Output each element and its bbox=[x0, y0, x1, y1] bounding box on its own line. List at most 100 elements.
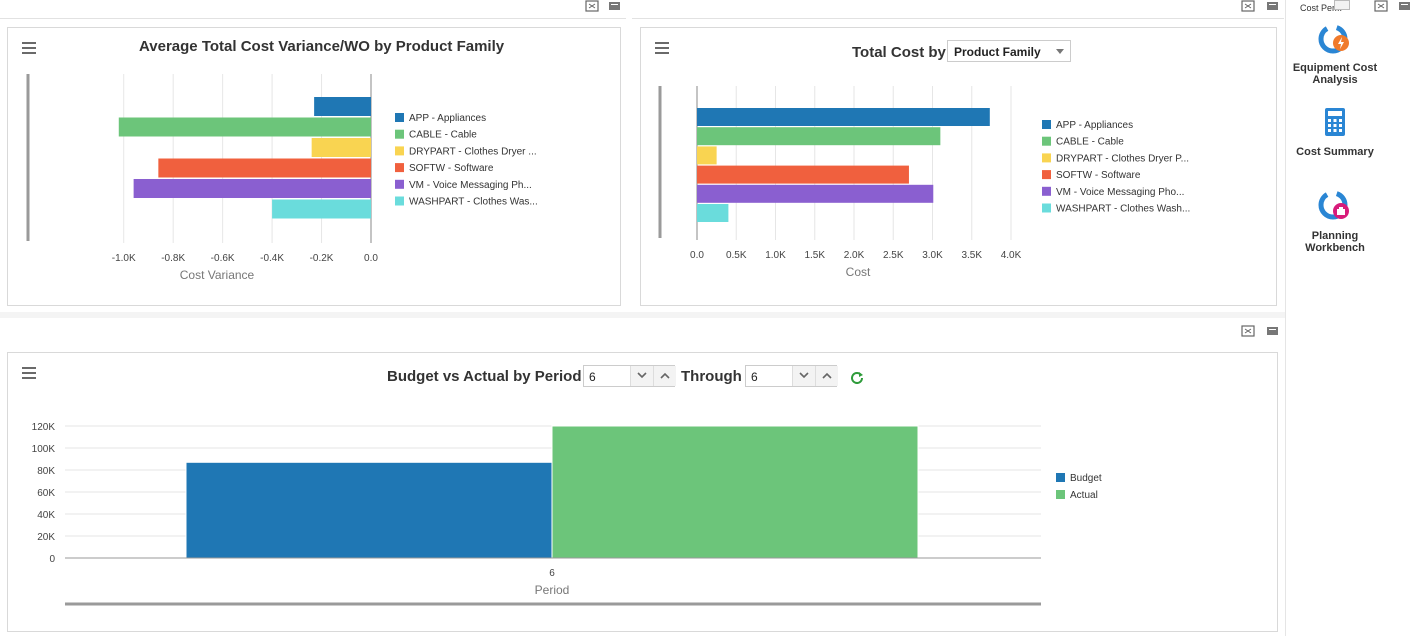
refresh-icon[interactable] bbox=[850, 370, 864, 384]
legend-swatch bbox=[395, 146, 404, 156]
through-period-field[interactable]: 6 bbox=[745, 365, 838, 387]
x-axis-label: Cost Variance bbox=[180, 268, 255, 282]
panel-title: Budget vs Actual by Period bbox=[387, 368, 582, 385]
through-period-value: 6 bbox=[751, 370, 758, 384]
legend-swatch bbox=[1042, 170, 1051, 180]
maximize-icon[interactable] bbox=[1241, 0, 1255, 12]
bar bbox=[158, 158, 371, 178]
maximize-icon[interactable] bbox=[585, 0, 599, 12]
bar bbox=[311, 138, 371, 157]
bar bbox=[697, 204, 729, 222]
link-label: Cost Summary bbox=[1296, 146, 1374, 158]
maximize-icon[interactable] bbox=[1241, 325, 1255, 337]
decrement-button[interactable] bbox=[792, 366, 815, 386]
y-tick-label: 80K bbox=[37, 466, 55, 477]
export-icon[interactable] bbox=[1266, 325, 1280, 337]
cost-variance-panel: Average Total Cost Variance/WO by Produc… bbox=[7, 27, 621, 306]
x-tick-label: 1.0K bbox=[765, 250, 786, 261]
total-cost-chart: 0.0 0.5K 1.0K 1.5K 2.0K 2.5K 3.0K 3.5K 4.0K Cost A… bbox=[658, 86, 1190, 279]
top-strip-left bbox=[0, 0, 626, 19]
cost-variance-chart: -1.0K -0.8K -0.6K -0.4K -0.2K 0.0 Cost Varianc… bbox=[26, 74, 538, 282]
x-tick-label: -0.8K bbox=[161, 253, 185, 264]
from-period-value: 6 bbox=[589, 370, 596, 384]
bar bbox=[697, 108, 990, 126]
chevron-up-icon bbox=[822, 372, 832, 379]
row-divider bbox=[0, 312, 1285, 318]
legend-label: VM - Voice Messaging Ph... bbox=[409, 180, 532, 191]
budget-actual-chart: 0 20K 40K 60K 80K 100K 120K 6 Period Budget Actual bbox=[32, 422, 1102, 606]
x-axis-label: Period bbox=[535, 583, 570, 597]
equipment-cost-icon bbox=[1318, 22, 1352, 56]
legend-swatch bbox=[1042, 203, 1051, 213]
cost-summary-link[interactable]: Cost Summary bbox=[1280, 106, 1390, 158]
legend-swatch bbox=[395, 163, 404, 173]
group-by-value: Product Family bbox=[954, 45, 1041, 59]
legend-label: CABLE - Cable bbox=[409, 130, 477, 141]
sidebar-header: Cost Per... bbox=[1300, 3, 1343, 13]
group-by-select[interactable]: Product Family bbox=[947, 40, 1071, 62]
sidebar: Cost Per... Equipment Cost Analysis Cost… bbox=[1285, 0, 1416, 636]
y-tick-label: 60K bbox=[37, 488, 55, 499]
decrement-button[interactable] bbox=[630, 366, 653, 386]
x-tick-label: -1.0K bbox=[112, 253, 136, 264]
increment-button[interactable] bbox=[653, 366, 676, 386]
bar bbox=[118, 117, 371, 137]
y-tick-label: 40K bbox=[37, 510, 55, 521]
legend-swatch bbox=[1056, 490, 1065, 499]
from-period-field[interactable]: 6 bbox=[583, 365, 676, 387]
legend-label: SOFTW - Software bbox=[409, 163, 494, 174]
link-label: Planning bbox=[1311, 230, 1359, 242]
legend-swatch bbox=[1056, 473, 1065, 482]
budget-actual-panel: Budget vs Actual by Period 6 Through 6 0… bbox=[7, 352, 1278, 632]
equipment-cost-analysis-link[interactable]: Equipment Cost Analysis bbox=[1280, 22, 1390, 86]
legend-label: APP - Appliances bbox=[1056, 120, 1133, 131]
bar bbox=[185, 461, 553, 559]
link-label: Workbench bbox=[1305, 242, 1365, 254]
legend-swatch bbox=[1042, 186, 1051, 196]
x-tick-label: 3.0K bbox=[922, 250, 943, 261]
legend-label: WASHPART - Clothes Wash... bbox=[1056, 204, 1190, 215]
export-icon[interactable] bbox=[1398, 0, 1412, 12]
bar bbox=[314, 97, 371, 116]
panel-menu-icon[interactable] bbox=[655, 42, 669, 54]
through-label: Through bbox=[681, 368, 742, 385]
legend-swatch bbox=[1042, 153, 1051, 163]
x-tick-label: -0.6K bbox=[211, 253, 235, 264]
top-strip-right bbox=[632, 0, 1284, 19]
y-tick-label: 120K bbox=[32, 422, 56, 433]
y-tick-label: 100K bbox=[32, 444, 56, 455]
bar bbox=[133, 179, 371, 198]
chevron-down-icon bbox=[637, 372, 647, 379]
panel-menu-icon[interactable] bbox=[22, 42, 36, 54]
legend-label: DRYPART - Clothes Dryer P... bbox=[1056, 153, 1189, 164]
x-tick-label: -0.2K bbox=[310, 253, 334, 264]
x-tick-label: 2.0K bbox=[844, 250, 865, 261]
bar bbox=[272, 199, 371, 219]
x-tick-label: 2.5K bbox=[883, 250, 904, 261]
x-tick-label: 4.0K bbox=[1001, 250, 1022, 261]
planning-workbench-link[interactable]: Planning Workbench bbox=[1280, 190, 1390, 254]
legend-label: SOFTW - Software bbox=[1056, 170, 1141, 181]
increment-button[interactable] bbox=[815, 366, 838, 386]
bar bbox=[551, 425, 919, 559]
export-icon[interactable] bbox=[1266, 0, 1280, 12]
legend-swatch bbox=[1042, 136, 1051, 146]
chevron-down-icon bbox=[799, 372, 809, 379]
export-icon[interactable] bbox=[608, 0, 622, 12]
panel-menu-icon[interactable] bbox=[22, 367, 36, 379]
x-tick-label: 0.0 bbox=[364, 253, 378, 264]
legend-label: WASHPART - Clothes Was... bbox=[409, 197, 538, 208]
bar bbox=[697, 184, 934, 203]
x-axis-label: Cost bbox=[846, 265, 871, 279]
legend-label: CABLE - Cable bbox=[1056, 137, 1124, 148]
legend-swatch bbox=[395, 113, 404, 122]
x-tick-label: 0.5K bbox=[726, 250, 747, 261]
legend-label: Actual bbox=[1070, 490, 1098, 501]
link-label: Analysis bbox=[1312, 74, 1358, 86]
x-tick-label: 3.5K bbox=[961, 250, 982, 261]
collapse-icon[interactable] bbox=[1334, 0, 1350, 10]
legend-label: DRYPART - Clothes Dryer ... bbox=[409, 146, 537, 157]
maximize-icon[interactable] bbox=[1374, 0, 1388, 12]
x-tick-label: 6 bbox=[549, 568, 555, 579]
x-tick-label: 1.5K bbox=[804, 250, 825, 261]
